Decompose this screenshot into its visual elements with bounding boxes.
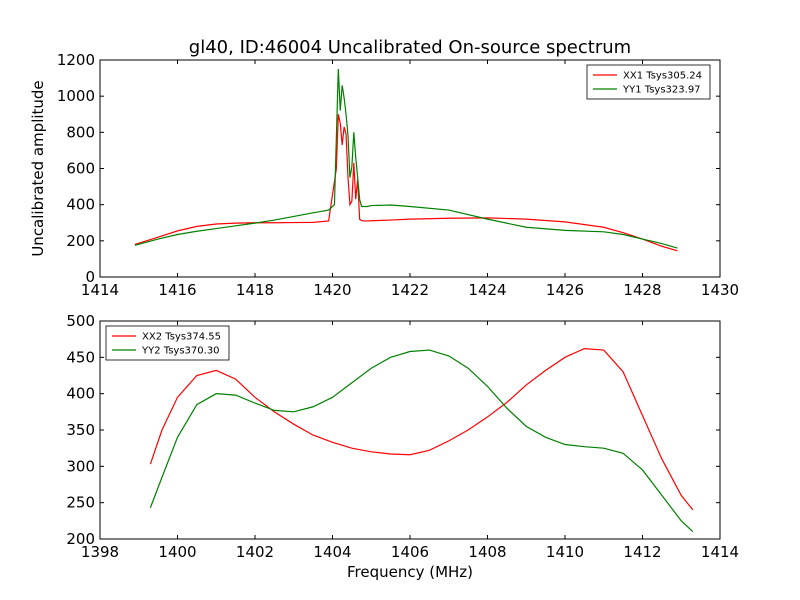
x-tick-label: 1412 [623, 543, 661, 561]
x-tick-label: 1430 [701, 281, 739, 299]
x-tick-label: 1416 [158, 281, 196, 299]
series-line-2 [134, 69, 678, 249]
y-tick-label: 0 [85, 268, 95, 286]
y-tick-label: 350 [66, 421, 95, 439]
x-tick-label: 1426 [546, 281, 584, 299]
x-tick-label: 1404 [313, 543, 351, 561]
x-tick-label: 1420 [313, 281, 351, 299]
legend-label: YY2 Tsys370.30 [141, 346, 220, 357]
y-tick-label: 200 [66, 232, 95, 250]
y-axis-title: Uncalibrated amplitude [29, 80, 47, 256]
y-tick-label: 300 [66, 457, 95, 475]
bottom-plot: 1398 1400 1402 1404 1406 1408 1410 1412 1414 200 2… [66, 312, 739, 581]
chart-title: gl40, ID:46004 Uncalibrated On-source sp… [189, 37, 631, 58]
legend-label: XX2 Tsys374.55 [142, 332, 221, 343]
legend-label: XX1 Tsys305.24 [623, 71, 702, 82]
y-tick-label: 600 [66, 160, 95, 178]
y-tick-label: 400 [66, 385, 95, 403]
y-tick-label: 1000 [57, 87, 95, 105]
x-tick-label: 1414 [701, 543, 739, 561]
legend: XX2 Tsys374.55 YY2 Tsys370.30 [105, 325, 230, 361]
legend-box [586, 64, 711, 100]
x-tick-label: 1408 [468, 543, 506, 561]
x-tick-label: 1414 [81, 281, 119, 299]
x-tick-label: 1424 [468, 281, 506, 299]
x-tick-label: 1410 [546, 543, 584, 561]
y-tick-label: 250 [66, 494, 95, 512]
x-tick-label: 1422 [391, 281, 429, 299]
y-tick-label: 800 [66, 123, 95, 141]
legend: XX1 Tsys305.24 YY1 Tsys323.97 [586, 64, 711, 100]
y-tick-label: 1200 [57, 51, 95, 69]
y-tick-label: 200 [66, 530, 95, 548]
y-tick-label: 500 [66, 312, 95, 330]
x-axis-title: Frequency (MHz) [347, 563, 473, 581]
legend-label: YY1 Tsys323.97 [622, 85, 701, 96]
x-tick-label: 1406 [391, 543, 429, 561]
top-plot: 1414 1416 1418 1420 1422 1424 1426 1428 1430 0 200… [29, 51, 739, 299]
x-tick-label: 1400 [158, 543, 196, 561]
y-tick-label: 450 [66, 348, 95, 366]
x-tick-label: 1428 [623, 281, 661, 299]
legend-box [105, 325, 230, 361]
series-line-2 [149, 349, 694, 533]
x-tick-label: 1398 [81, 543, 119, 561]
x-tick-label: 1402 [236, 543, 274, 561]
series-line-1 [134, 114, 678, 252]
series-line-1 [149, 348, 694, 511]
y-tick-label: 400 [66, 196, 95, 214]
x-tick-label: 1418 [236, 281, 274, 299]
